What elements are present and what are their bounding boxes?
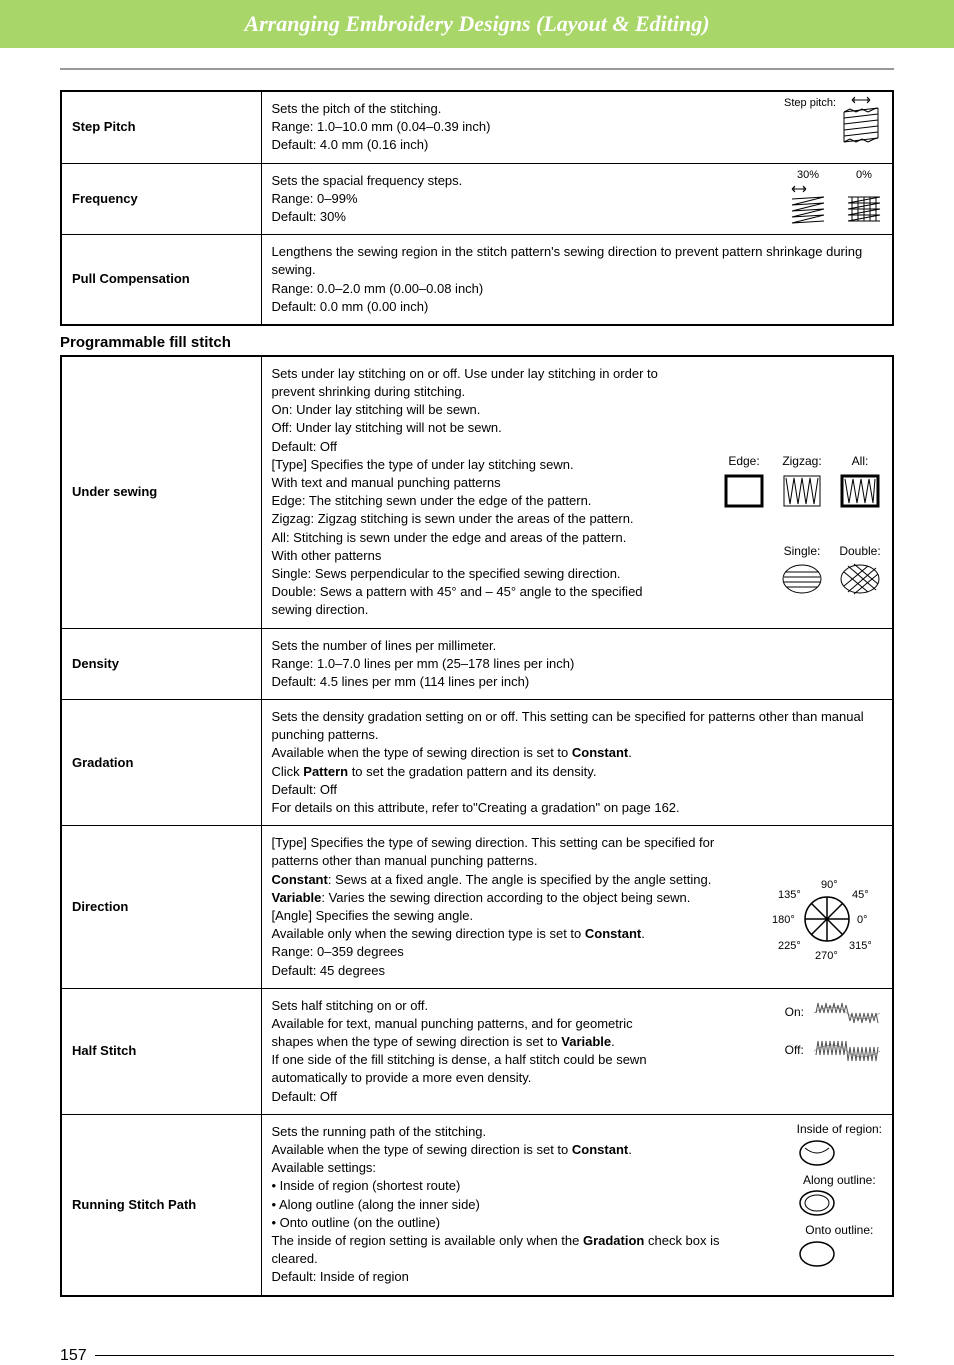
page-footer: 157 [0,1347,954,1365]
direction-compass: 90° 45° 0° 315° 270° 225° 180° 135° [772,874,882,964]
halfstitch-illus: On: Off: [785,999,882,1065]
attr-desc: Lengthens the sewing region in the stitc… [261,235,893,325]
illus-label: Double: [839,543,880,560]
undersewing-illus-top: Edge: Zigzag: All: [722,453,882,510]
illus-label: Single: [784,543,821,560]
section-title: Programmable fill stitch [60,334,894,351]
attr-label: Under sewing [61,356,261,628]
zigzag-icon [780,472,824,510]
step-pitch-illustration: Step pitch: [784,96,882,152]
table-row: Direction [Type] Specifies the type of s… [61,826,893,989]
angle-label: 270° [815,950,838,962]
page-number: 157 [60,1347,87,1365]
onto-outline-icon [797,1239,837,1269]
attr-desc: Sets the spacial frequency steps. Range:… [261,163,893,235]
attr-desc: Sets the density gradation setting on or… [261,700,893,826]
attr-label: Gradation [61,700,261,826]
angle-label: 45° [852,889,869,901]
inside-region-icon [797,1138,837,1168]
desc-text: Sets the density gradation setting on or… [272,708,883,817]
desc-text: Lengthens the sewing region in the stitc… [272,243,883,316]
attr-desc: Sets the number of lines per millimeter.… [261,628,893,700]
top-divider [60,68,894,70]
table-row: Gradation Sets the density gradation set… [61,700,893,826]
attr-desc: Sets under lay stitching on or off. Use … [261,356,893,628]
content-area: Step Pitch Sets the pitch of the stitchi… [0,90,954,1337]
attribute-table-2: Under sewing Sets under lay stitching on… [60,355,894,1297]
edge-icon [722,472,766,510]
attr-desc: Sets half stitching on or off.Available … [261,988,893,1114]
table-row: Frequency Sets the spacial frequency ste… [61,163,893,235]
illus-label: 0% [856,168,872,183]
table-row: Step Pitch Sets the pitch of the stitchi… [61,91,893,163]
freq-30-icon [790,185,826,229]
halfstitch-off-icon [812,1037,882,1065]
attr-desc: Sets the pitch of the stitching. Range: … [261,91,893,163]
desc-text: Sets the running path of the stitching.A… [272,1123,722,1287]
angle-label: 315° [849,940,872,952]
table-row: Running Stitch Path Sets the running pat… [61,1114,893,1295]
attr-label: Density [61,628,261,700]
compass-icon: 90° 45° 0° 315° 270° 225° 180° 135° [772,874,882,964]
illus-label: Zigzag: [782,453,821,470]
attr-label: Direction [61,826,261,989]
attr-desc: [Type] Specifies the type of sewing dire… [261,826,893,989]
angle-label: 225° [778,940,801,952]
frequency-illustration: 30% 0% [790,168,882,229]
header-title: Arranging Embroidery Designs (Layout & E… [244,11,709,37]
attr-label: Half Stitch [61,988,261,1114]
illus-label: On: [785,1004,804,1021]
desc-text: [Type] Specifies the type of sewing dire… [272,834,752,980]
header-bar: Arranging Embroidery Designs (Layout & E… [0,0,954,48]
desc-text: Sets half stitching on or off.Available … [272,997,672,1106]
desc-text: Sets the number of lines per millimeter.… [272,637,883,692]
attr-label: Pull Compensation [61,235,261,325]
illus-label: Edge: [728,453,759,470]
table-row: Density Sets the number of lines per mil… [61,628,893,700]
all-icon [838,472,882,510]
undersewing-illus-bottom: Single: Double: [780,543,882,596]
freq-0-icon [846,185,882,229]
single-icon [780,562,824,596]
angle-label: 90° [821,879,838,891]
table-row: Pull Compensation Lengthens the sewing r… [61,235,893,325]
along-outline-icon [797,1188,837,1218]
table-row: Half Stitch Sets half stitching on or of… [61,988,893,1114]
angle-label: 0° [857,914,868,926]
attr-label: Running Stitch Path [61,1114,261,1295]
attr-label: Step Pitch [61,91,261,163]
double-icon [838,562,882,596]
illus-label: Along outline: [803,1173,876,1187]
angle-label: 180° [772,914,795,926]
footer-line [95,1355,894,1356]
angle-label: 135° [778,889,801,901]
illus-label: 30% [797,168,819,183]
illus-label: Step pitch: [784,96,836,111]
desc-text: Sets under lay stitching on or off. Use … [272,365,702,620]
runningpath-illus: Inside of region: Along outline: Onto ou… [797,1121,882,1269]
halfstitch-on-icon [812,999,882,1027]
step-pitch-icon [842,96,882,152]
illus-label: All: [852,453,869,470]
attr-label: Frequency [61,163,261,235]
illus-label: Onto outline: [805,1223,873,1237]
table-row: Under sewing Sets under lay stitching on… [61,356,893,628]
illus-label: Off: [785,1042,804,1059]
illus-label: Inside of region: [797,1122,882,1136]
attribute-table-1: Step Pitch Sets the pitch of the stitchi… [60,90,894,326]
attr-desc: Sets the running path of the stitching.A… [261,1114,893,1295]
